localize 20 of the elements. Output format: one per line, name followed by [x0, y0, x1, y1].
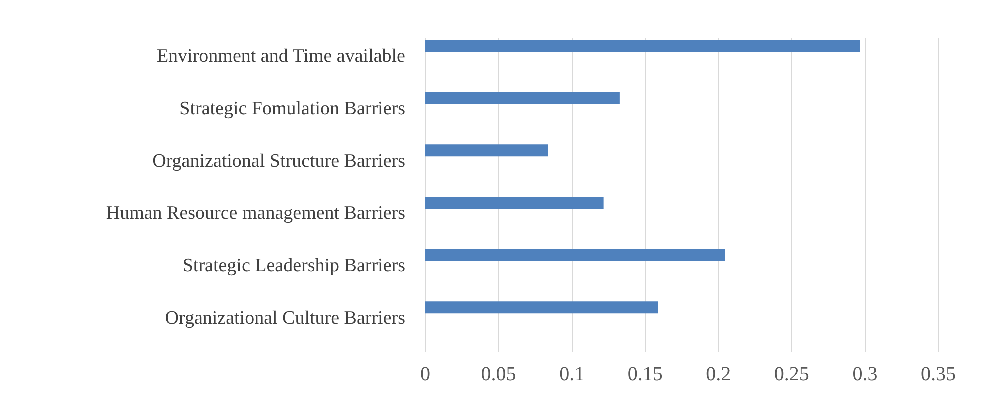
y-tick-label: Organizational Structure Barriers [152, 150, 406, 172]
y-tick-label: Human Resource management Barriers [106, 203, 406, 224]
x-tick-label: 0.25 [774, 364, 810, 386]
x-tick-label: 0.2 [706, 364, 732, 386]
bar [425, 197, 604, 209]
x-tick-label: 0.15 [628, 364, 663, 386]
bar [425, 302, 658, 314]
bar [425, 249, 726, 262]
x-tick-label: 0 [420, 364, 430, 386]
bar [425, 40, 860, 52]
x-tick-label: 0.3 [852, 364, 878, 386]
bar [425, 144, 548, 157]
y-tick-label: Strategic Leadership Barriers [182, 256, 406, 276]
x-tick-label: 0.1 [560, 364, 585, 386]
y-tick-label: Strategic Fomulation Barriers [180, 98, 406, 120]
x-tick-label: 0.35 [921, 364, 956, 386]
x-tick-label: 0.05 [481, 364, 516, 386]
bar [425, 92, 620, 104]
y-tick-label: Organizational Culture Barriers [165, 308, 406, 329]
y-tick-label: Environment and Time available [156, 46, 406, 68]
